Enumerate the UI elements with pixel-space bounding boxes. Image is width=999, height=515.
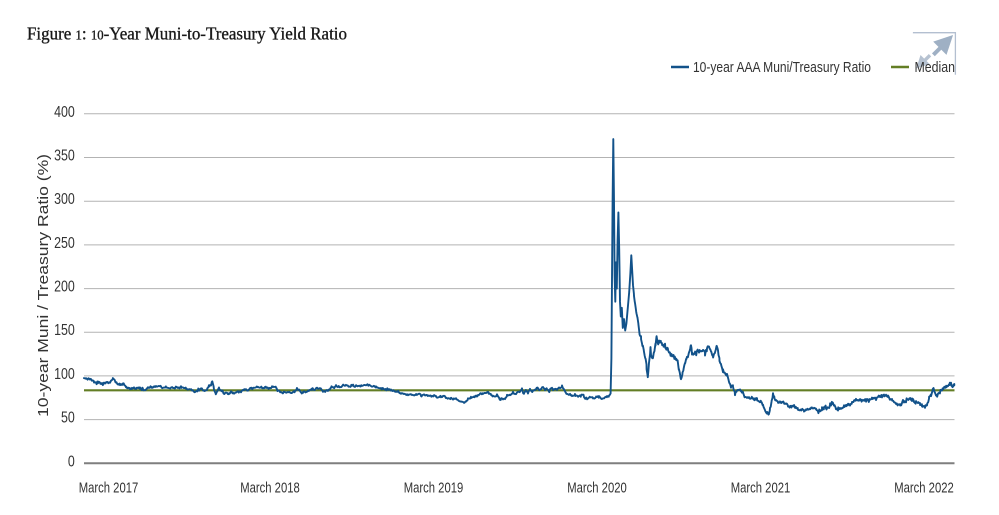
svg-text:March 2021: March 2021 xyxy=(731,480,791,497)
svg-text:March 2019: March 2019 xyxy=(404,480,464,497)
svg-text:100: 100 xyxy=(54,366,75,383)
svg-text:400: 400 xyxy=(54,104,75,121)
svg-text:0: 0 xyxy=(68,453,75,470)
svg-text:March 2018: March 2018 xyxy=(240,480,300,497)
svg-text:250: 250 xyxy=(54,235,75,252)
svg-text:300: 300 xyxy=(54,191,75,208)
svg-text:200: 200 xyxy=(54,279,75,296)
svg-text:150: 150 xyxy=(54,322,75,339)
svg-text:350: 350 xyxy=(54,148,75,165)
svg-text:March 2022: March 2022 xyxy=(894,480,954,497)
svg-text:10-year AAA Muni/Treasury Rati: 10-year AAA Muni/Treasury Ratio xyxy=(693,59,871,76)
svg-text:Figure 1: 10-Year Muni-to-Trea: Figure 1: 10-Year Muni-to-Treasury Yield… xyxy=(27,24,347,44)
svg-text:March 2020: March 2020 xyxy=(567,480,627,497)
svg-text:Median: Median xyxy=(915,59,956,76)
svg-text:10-year Muni / Treasury Ratio: 10-year Muni / Treasury Ratio (%) xyxy=(36,154,52,417)
svg-text:50: 50 xyxy=(61,410,75,427)
svg-text:March 2017: March 2017 xyxy=(79,480,139,497)
